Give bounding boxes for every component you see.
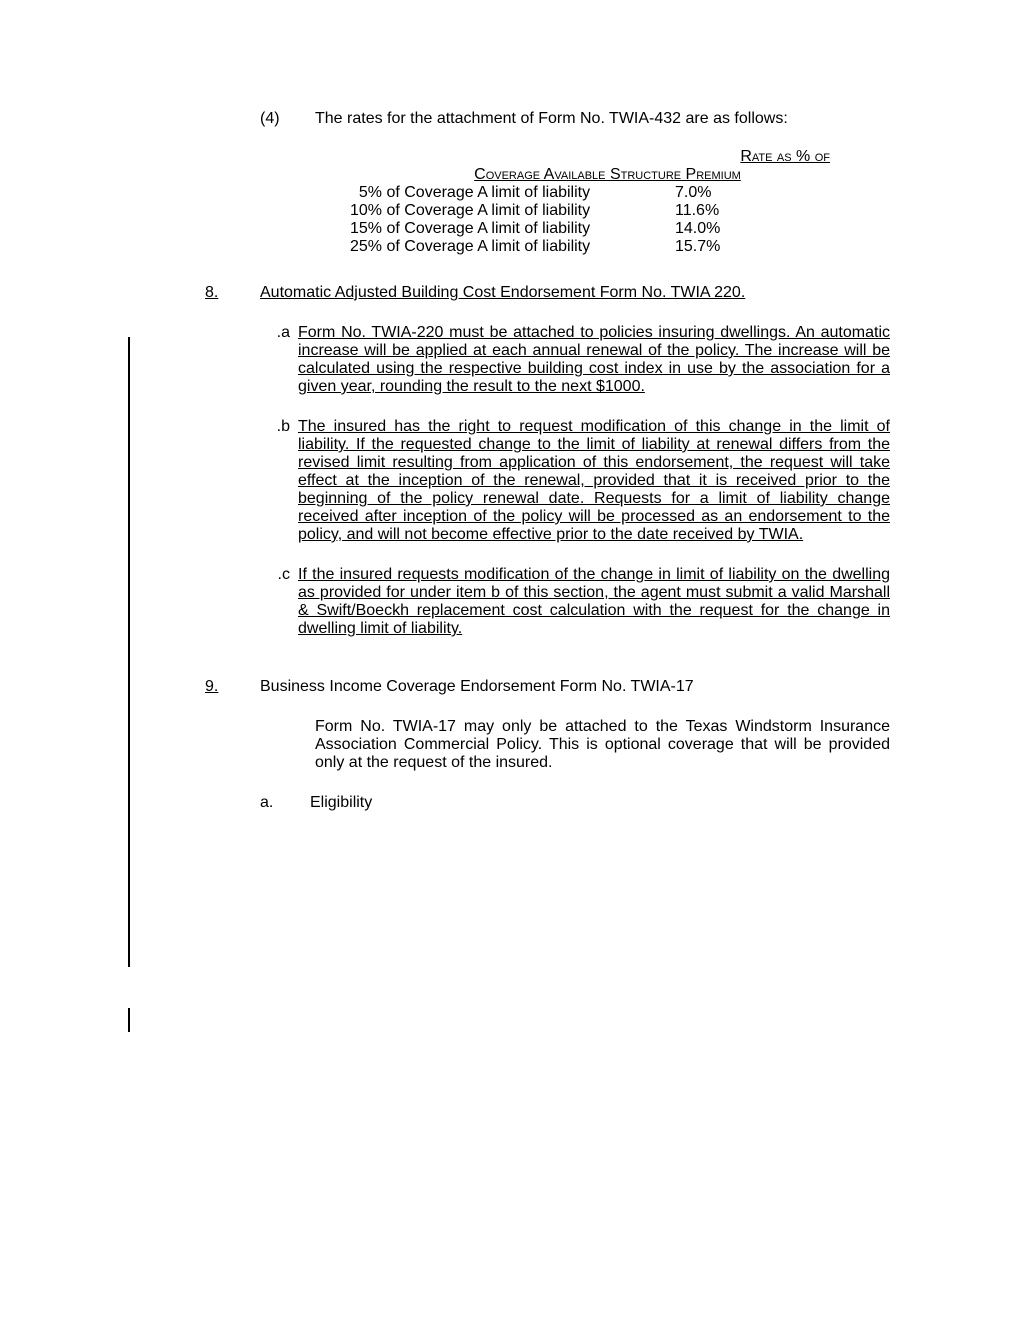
section-8b-num: .b bbox=[255, 418, 298, 544]
change-bar-section9 bbox=[128, 1008, 130, 1032]
section-8-number: 8. bbox=[205, 284, 260, 302]
content-area: (4) The rates for the attachment of Form… bbox=[260, 110, 890, 812]
section-8c: .c If the insured requests modification … bbox=[255, 566, 890, 638]
section-8a-text: Form No. TWIA-220 must be attached to po… bbox=[298, 324, 890, 396]
rate-value-1: 11.6% bbox=[675, 202, 755, 220]
rate-label-2: 15% of Coverage A limit of liability bbox=[350, 220, 675, 238]
rate-table: Rate as % of Coverage Available Structur… bbox=[315, 148, 890, 256]
section-8a: .a Form No. TWIA-220 must be attached to… bbox=[255, 324, 890, 396]
item-4-text: The rates for the attachment of Form No.… bbox=[315, 110, 890, 128]
section-9-body: Form No. TWIA-17 may only be attached to… bbox=[315, 718, 890, 772]
section-9a-label: Eligibility bbox=[310, 794, 372, 812]
rate-value-3: 15.7% bbox=[675, 238, 755, 256]
section-8b-text: The insured has the right to request mod… bbox=[298, 418, 890, 544]
document-page: (4) The rates for the attachment of Form… bbox=[0, 0, 1020, 892]
rate-header-1: Rate as % of bbox=[315, 148, 890, 166]
rate-label-1: 10% of Coverage A limit of liability bbox=[350, 202, 675, 220]
rate-row-2: 15% of Coverage A limit of liability 14.… bbox=[315, 220, 890, 238]
section-8: 8. Automatic Adjusted Building Cost Endo… bbox=[205, 284, 890, 302]
section-8c-num: .c bbox=[255, 566, 298, 638]
section-8a-num: .a bbox=[255, 324, 298, 396]
item-4: (4) The rates for the attachment of Form… bbox=[260, 110, 890, 128]
rate-value-2: 14.0% bbox=[675, 220, 755, 238]
section-8c-text: If the insured requests modification of … bbox=[298, 566, 890, 638]
rate-row-3: 25% of Coverage A limit of liability 15.… bbox=[315, 238, 890, 256]
section-9-number: 9. bbox=[205, 678, 260, 696]
section-9a: a. Eligibility bbox=[260, 794, 890, 812]
section-8b: .b The insured has the right to request … bbox=[255, 418, 890, 544]
section-9a-num: a. bbox=[260, 794, 310, 812]
rate-value-0: 7.0% bbox=[675, 184, 755, 202]
rate-row-1: 10% of Coverage A limit of liability 11.… bbox=[315, 202, 890, 220]
section-8-title: Automatic Adjusted Building Cost Endorse… bbox=[260, 284, 890, 302]
rate-label-3: 25% of Coverage A limit of liability bbox=[350, 238, 675, 256]
rate-label-0: 5% of Coverage A limit of liability bbox=[350, 184, 675, 202]
item-4-number: (4) bbox=[260, 110, 315, 128]
section-9-title: Business Income Coverage Endorsement For… bbox=[260, 678, 890, 696]
rate-header-2: Coverage Available Structure Premium bbox=[315, 166, 890, 184]
section-9: 9. Business Income Coverage Endorsement … bbox=[205, 678, 890, 696]
rate-row-0: 5% of Coverage A limit of liability 7.0% bbox=[315, 184, 890, 202]
